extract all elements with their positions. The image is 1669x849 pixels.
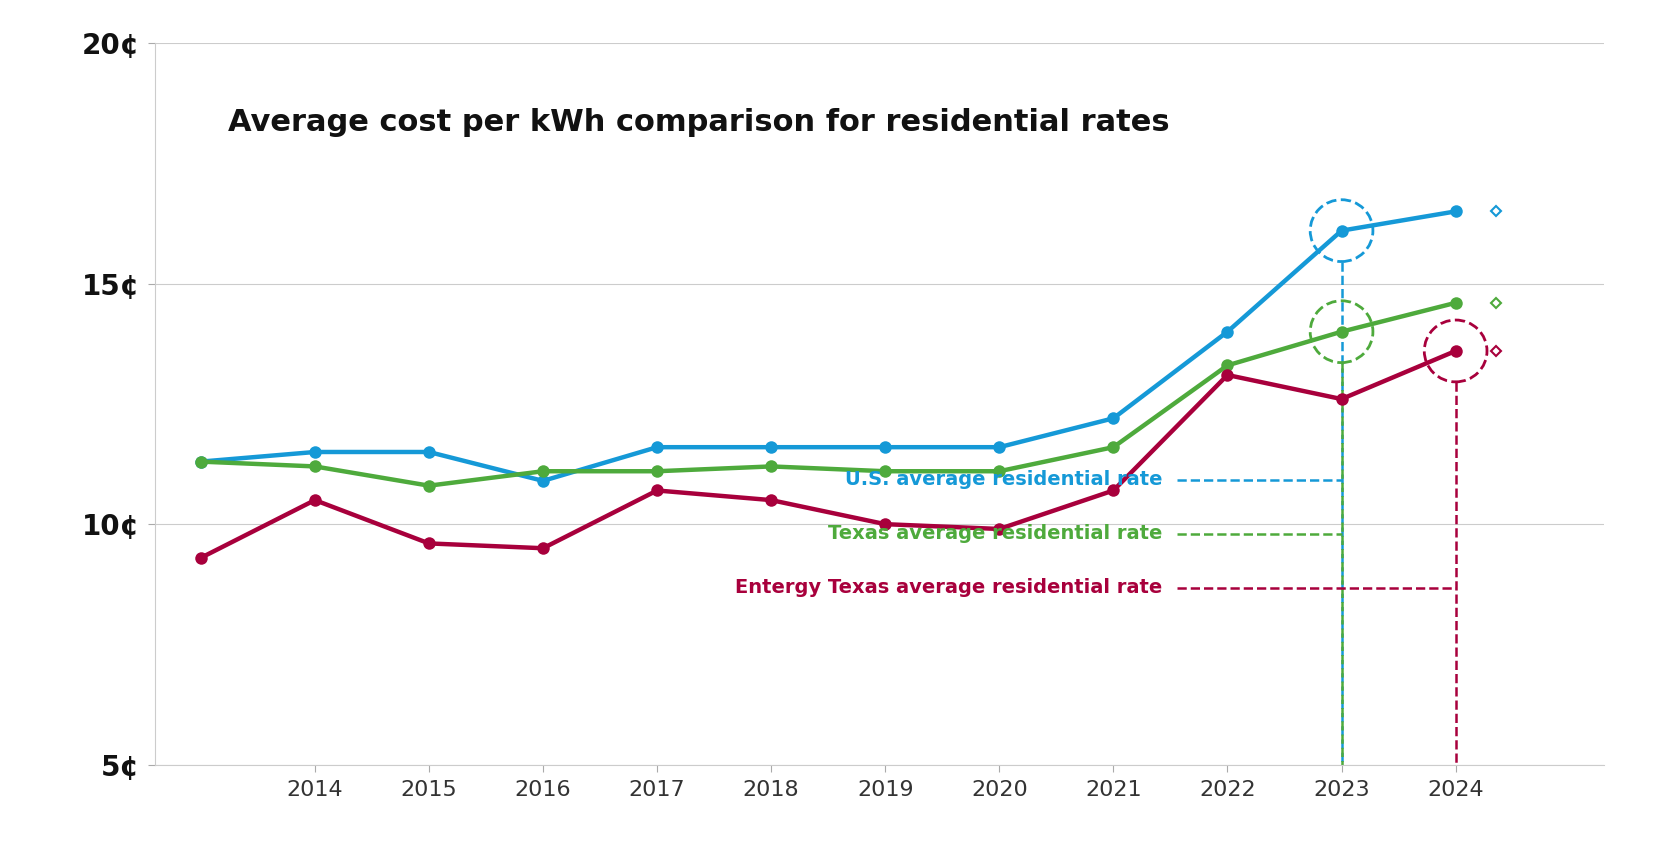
Text: Average cost per kWh comparison for residential rates: Average cost per kWh comparison for resi… xyxy=(227,108,1170,137)
Text: Texas average residential rate: Texas average residential rate xyxy=(828,525,1162,543)
Text: U.S. average residential rate: U.S. average residential rate xyxy=(845,470,1162,489)
Text: Entergy Texas average residential rate: Entergy Texas average residential rate xyxy=(734,578,1162,598)
